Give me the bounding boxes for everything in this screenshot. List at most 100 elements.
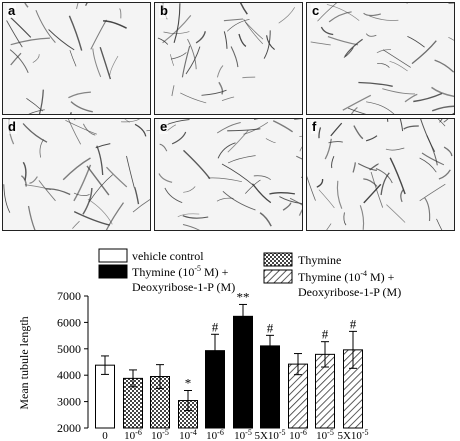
tubule-stroke — [180, 92, 207, 104]
tubule-stroke — [358, 81, 393, 87]
y-axis-label: Mean tubule length — [17, 316, 31, 409]
tubule-stroke — [413, 92, 443, 103]
tubule-stroke — [357, 163, 377, 171]
tubule-stroke — [434, 59, 454, 73]
tubule-stroke — [87, 198, 113, 225]
tubule-stroke — [363, 178, 378, 187]
x-tick-label: 10-5 — [151, 428, 169, 441]
tubule-stroke — [316, 178, 324, 188]
tubule-stroke — [10, 52, 22, 66]
tubule-stroke — [68, 91, 91, 99]
panel-letter: b — [159, 3, 169, 18]
tubule-stroke — [164, 187, 183, 204]
tubule-stroke — [226, 19, 250, 32]
tubule-stroke — [251, 183, 272, 204]
tubule-stroke — [24, 3, 29, 8]
tubule-stroke — [443, 119, 449, 123]
legend-swatch-vehicle — [98, 248, 128, 263]
tubule-stroke — [157, 37, 169, 45]
tubule-stroke — [38, 180, 56, 202]
micrograph-panel-b: b — [154, 2, 303, 115]
x-tick-labels: 0 10-6 10-5 10-4 10-6 10-5 5X10-5 10-6 10-5 5X10-… — [102, 428, 368, 441]
tubule-stroke — [421, 152, 445, 166]
tubule-stroke — [431, 86, 454, 98]
tubule-stroke — [386, 119, 389, 122]
significance-mark: # — [212, 319, 219, 334]
y-tick-label: 7000 — [57, 289, 81, 303]
tubule-stroke — [411, 40, 437, 65]
error-bars — [101, 303, 357, 412]
tubule-stroke — [221, 96, 235, 101]
x-tick-label: 10-6 — [124, 428, 142, 441]
tubule-stroke — [28, 109, 45, 114]
tubule-stroke — [320, 26, 334, 36]
tubule-texture — [3, 119, 150, 230]
tubule-stroke — [369, 15, 399, 21]
tubule-stroke — [437, 119, 446, 127]
y-ticks: 2000 3000 4000 5000 6000 7000 — [57, 289, 88, 435]
tubule-stroke — [318, 127, 322, 139]
tubule-stroke — [216, 197, 234, 202]
tubule-stroke — [99, 46, 112, 80]
tubule-stroke — [26, 98, 43, 112]
tubule-stroke — [399, 119, 404, 132]
tubule-stroke — [170, 54, 174, 66]
tubule-stroke — [65, 120, 98, 135]
tubule-stroke — [452, 112, 454, 114]
tubule-stroke — [299, 146, 302, 152]
legend-swatch-thymine-10-4 — [263, 269, 293, 284]
tubule-stroke — [72, 220, 80, 229]
tubule-stroke — [158, 173, 173, 183]
tubule-stroke — [386, 204, 406, 223]
tubule-stroke — [68, 15, 83, 51]
tubule-stroke — [298, 209, 302, 216]
tubule-stroke — [363, 12, 381, 17]
tubule-stroke — [296, 155, 302, 160]
legend-label-thymine: Thymine — [298, 253, 341, 267]
tubule-stroke — [162, 15, 192, 44]
tubule-stroke — [22, 123, 48, 143]
tubule-stroke — [330, 122, 343, 137]
tubule-stroke — [134, 187, 140, 205]
x-tick-label: 5X10-5 — [254, 428, 285, 441]
tubule-stroke — [382, 49, 411, 68]
legend-label-thymine-10-5-line2: Deoxyribose-1-P (M) — [132, 280, 235, 294]
significance-mark: # — [350, 316, 357, 331]
tubule-stroke — [243, 19, 264, 45]
tubule-stroke — [9, 49, 29, 73]
x-tick-label: 10-4 — [179, 428, 197, 441]
tubule-stroke — [182, 224, 200, 230]
tubule-stroke — [124, 119, 130, 123]
tubule-stroke — [173, 3, 181, 43]
tubule-stroke — [326, 223, 332, 230]
error-bar — [129, 369, 137, 388]
tubule-stroke — [216, 122, 241, 134]
tubule-stroke — [183, 186, 196, 193]
x-tick-label: 10-6 — [206, 428, 224, 441]
y-tick-label: 6000 — [57, 315, 81, 329]
tubule-stroke — [272, 120, 294, 133]
tubule-stroke — [105, 202, 125, 230]
tubule-stroke — [227, 128, 261, 132]
tubule-stroke — [201, 89, 227, 96]
tubule-stroke — [159, 143, 168, 152]
tubule-stroke — [331, 156, 335, 169]
tubule-stroke — [299, 135, 302, 138]
tubule-stroke — [404, 93, 418, 103]
tubule-stroke — [407, 35, 425, 48]
error-bar — [211, 333, 219, 351]
tubule-stroke — [317, 3, 337, 22]
tubule-stroke — [171, 131, 187, 145]
y-tick-label: 3000 — [57, 395, 81, 409]
tubule-stroke — [222, 190, 256, 211]
micrograph-panel-f: f — [306, 118, 455, 231]
tubule-stroke — [350, 106, 358, 114]
tubule-stroke — [327, 36, 359, 46]
tubule-stroke — [96, 145, 104, 176]
tubule-stroke — [370, 171, 384, 208]
significance-mark: * — [185, 376, 192, 391]
tubule-stroke — [443, 146, 453, 157]
tubule-stroke — [424, 197, 431, 222]
tubule-stroke — [239, 3, 248, 15]
x-tick-label: 5X10-5 — [337, 428, 368, 441]
